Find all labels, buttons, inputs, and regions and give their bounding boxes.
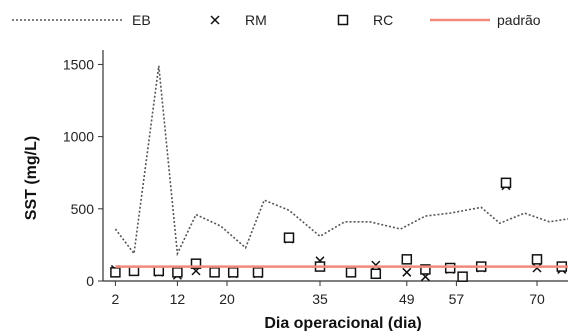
x-axis-title: Dia operacional (dia) <box>264 315 421 331</box>
x-tick-label: 12 <box>170 291 186 307</box>
data-point-rm <box>532 263 542 273</box>
data-point-rc <box>345 267 357 278</box>
legend-swatch <box>337 14 349 26</box>
legend-label: RC <box>373 12 393 28</box>
y-tick-label: 1500 <box>63 56 94 72</box>
x-tick-label: 57 <box>449 291 465 307</box>
data-point-rc <box>500 177 512 189</box>
data-point-rc <box>457 271 468 282</box>
x-tick-label: 70 <box>529 291 545 307</box>
data-point-rc <box>209 267 220 278</box>
data-point-rc <box>190 258 202 269</box>
legend-item-rm: RM <box>210 12 267 28</box>
legend-item-eb: EB <box>12 12 151 28</box>
legend-swatch <box>210 15 220 25</box>
x-tick-label: 2 <box>112 291 120 307</box>
data-point-rm <box>402 267 412 277</box>
legend-item-padr-o: padrão <box>430 12 541 28</box>
data-point-rm <box>371 260 381 270</box>
data-point-rc <box>252 267 264 278</box>
data-point-rc <box>227 267 239 278</box>
legend-label: EB <box>132 12 151 28</box>
data-point-rc <box>420 264 431 275</box>
y-tick-label: 0 <box>86 273 94 289</box>
x-tick-label: 20 <box>219 291 235 307</box>
data-point-rc <box>444 262 456 274</box>
data-point-rc <box>531 254 543 265</box>
y-axis-title: SST (mg/L) <box>23 136 40 220</box>
data-point-rc <box>401 254 413 265</box>
data-point-rc <box>110 267 121 278</box>
legend-label: RM <box>245 12 267 28</box>
legend: EB RM RC padrão <box>12 12 541 28</box>
series-line-eb <box>114 65 569 257</box>
data-point-rc <box>172 267 183 278</box>
data-point-rc <box>370 268 382 280</box>
x-tick-label: 49 <box>399 291 415 307</box>
data-point-stroke <box>402 267 412 277</box>
legend-item-rc: RC <box>337 12 393 28</box>
axes: 0 500 1000 1500 2 12 20 35 49 57 70 <box>63 50 568 307</box>
data-point-rc <box>283 232 295 243</box>
y-tick-label: 1000 <box>63 129 94 145</box>
x-tick-label: 35 <box>312 291 328 307</box>
legend-label: padrão <box>497 12 541 28</box>
y-tick-label: 500 <box>71 201 95 217</box>
plot-area <box>110 65 569 282</box>
